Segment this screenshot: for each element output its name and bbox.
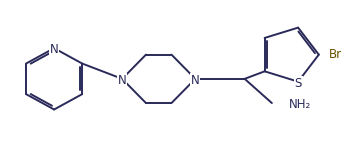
- Text: N: N: [50, 43, 58, 56]
- Text: NH₂: NH₂: [289, 98, 311, 111]
- Text: S: S: [294, 77, 302, 90]
- Text: Br: Br: [329, 48, 342, 61]
- Text: N: N: [118, 74, 126, 87]
- Text: N: N: [191, 74, 200, 87]
